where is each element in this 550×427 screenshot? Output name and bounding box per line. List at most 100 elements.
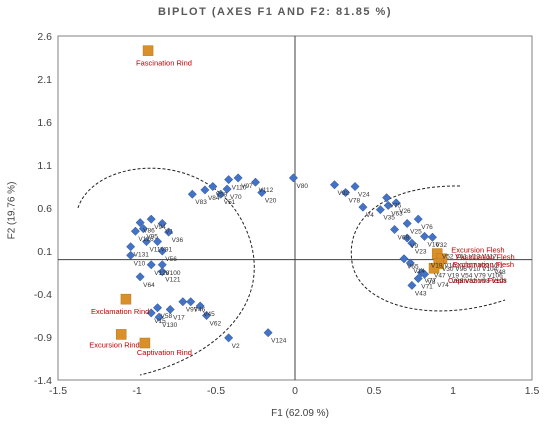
variable-point xyxy=(195,301,205,311)
variable-label: V91 xyxy=(161,247,173,254)
variable-label: V24 xyxy=(358,192,370,199)
y-tick-label: -1.4 xyxy=(34,375,52,387)
variable-point xyxy=(187,189,197,199)
left-dashed-curve xyxy=(77,167,255,376)
variable-point xyxy=(141,236,152,247)
variable-label: V32 xyxy=(435,242,447,249)
variable-label: V80 xyxy=(296,183,308,190)
variable-label: V25 xyxy=(410,228,422,235)
variable-label: V94 xyxy=(154,224,166,231)
variable-label: V23 xyxy=(415,248,427,255)
variable-label: V11 xyxy=(149,247,160,254)
variable-point xyxy=(288,173,298,183)
sample-label: Excursion Rind xyxy=(89,340,139,349)
variable-point xyxy=(152,236,163,247)
variable-point xyxy=(154,312,164,322)
variable-label: V84 xyxy=(208,195,220,202)
variable-label: V124 xyxy=(271,338,287,345)
variable-label: V112 xyxy=(259,187,274,194)
variable-point xyxy=(350,181,360,192)
variable-point xyxy=(201,310,212,321)
variable-label: V121 xyxy=(165,277,181,284)
variable-label: V128 xyxy=(154,270,170,277)
variable-point xyxy=(164,227,174,237)
variable-label: V15 xyxy=(154,318,166,325)
variable-point xyxy=(224,175,234,185)
variable-label: V53 xyxy=(216,192,228,199)
x-tick-label: 0.5 xyxy=(367,385,382,397)
cluster-label: V48 xyxy=(494,269,506,276)
variable-label: V20 xyxy=(265,198,277,205)
variable-point xyxy=(138,224,148,234)
variable-point xyxy=(382,193,392,203)
variable-point xyxy=(263,328,273,338)
sample-label: Fascination Flesh xyxy=(456,253,515,262)
variable-point xyxy=(152,303,163,313)
variable-point xyxy=(157,218,167,229)
variable-point xyxy=(383,200,393,210)
variable-label: V78 xyxy=(349,198,361,205)
variable-label: V100 xyxy=(165,270,181,277)
sample-label: Excursion Flesh xyxy=(451,246,504,255)
sample-point xyxy=(120,293,132,305)
variable-point xyxy=(389,224,400,235)
variable-point xyxy=(407,238,417,248)
chart-title: BIPLOT (AXES F1 AND F2: 81.85 %) xyxy=(157,6,393,18)
variable-point xyxy=(130,226,140,236)
x-tick-label: 1.5 xyxy=(525,385,540,397)
variable-label: V70 xyxy=(230,194,242,201)
sample-label: Captivation Rind xyxy=(137,348,192,357)
variable-label: V35 xyxy=(383,215,395,222)
variable-point xyxy=(126,242,136,252)
variable-label: V51 xyxy=(224,199,236,206)
variable-label: V36 xyxy=(172,237,184,244)
variable-label: V130 xyxy=(162,322,178,329)
variable-label: V86 xyxy=(143,228,155,235)
variable-label: V68 xyxy=(398,235,410,242)
variable-point xyxy=(358,202,368,212)
variable-label: V56 xyxy=(165,256,177,263)
sample-label: Captivation Flesh xyxy=(448,276,506,285)
cluster-label: V74 xyxy=(437,282,449,289)
x-tick-label: -0.5 xyxy=(207,385,225,397)
x-axis-label: F1 (62.09 %) xyxy=(271,408,329,419)
variable-point xyxy=(135,272,145,282)
sample-point xyxy=(115,329,127,340)
variable-label: V65 xyxy=(407,264,419,271)
y-tick-label: 0.1 xyxy=(37,246,52,258)
variable-label: V126 xyxy=(138,236,154,243)
variable-label: V2 xyxy=(232,343,240,350)
variable-point xyxy=(341,187,351,198)
variable-label: V46 xyxy=(194,307,206,314)
sample-label: Exclamation Flesh xyxy=(453,260,514,269)
variable-point xyxy=(399,254,409,264)
variable-label: V83 xyxy=(195,199,207,206)
variable-label: V97 xyxy=(241,183,253,190)
variable-point xyxy=(329,180,340,190)
cluster-label: V66 V82 V98 V108 xyxy=(451,278,507,285)
y-tick-label: 2.6 xyxy=(37,31,52,43)
x-tick-label: 1 xyxy=(450,385,456,397)
variable-point xyxy=(402,233,412,243)
cluster-label: V47 V19 V54 V79 V106 xyxy=(434,273,503,280)
variable-point xyxy=(146,308,156,318)
variable-label: V97 xyxy=(186,307,198,314)
variable-label: V64 xyxy=(143,282,155,289)
cluster-label: V30 V96 V10 V104 xyxy=(442,266,498,273)
variable-label: V58 xyxy=(161,313,173,320)
variable-point xyxy=(250,177,261,187)
variable-point xyxy=(146,260,156,270)
variable-label: V9 xyxy=(410,243,418,250)
variable-label: V77 xyxy=(424,278,436,285)
sample-point xyxy=(139,337,151,349)
variable-point xyxy=(413,273,423,284)
variable-label: V26 xyxy=(399,208,411,215)
x-tick-label: -1.5 xyxy=(49,385,67,397)
variable-label: V110 xyxy=(232,185,247,192)
variable-label: V76 xyxy=(421,224,433,231)
variable-label: V92 xyxy=(338,190,350,197)
variable-point xyxy=(157,246,167,256)
variable-label: V17 xyxy=(173,314,185,321)
variable-label: V4 xyxy=(366,212,374,219)
